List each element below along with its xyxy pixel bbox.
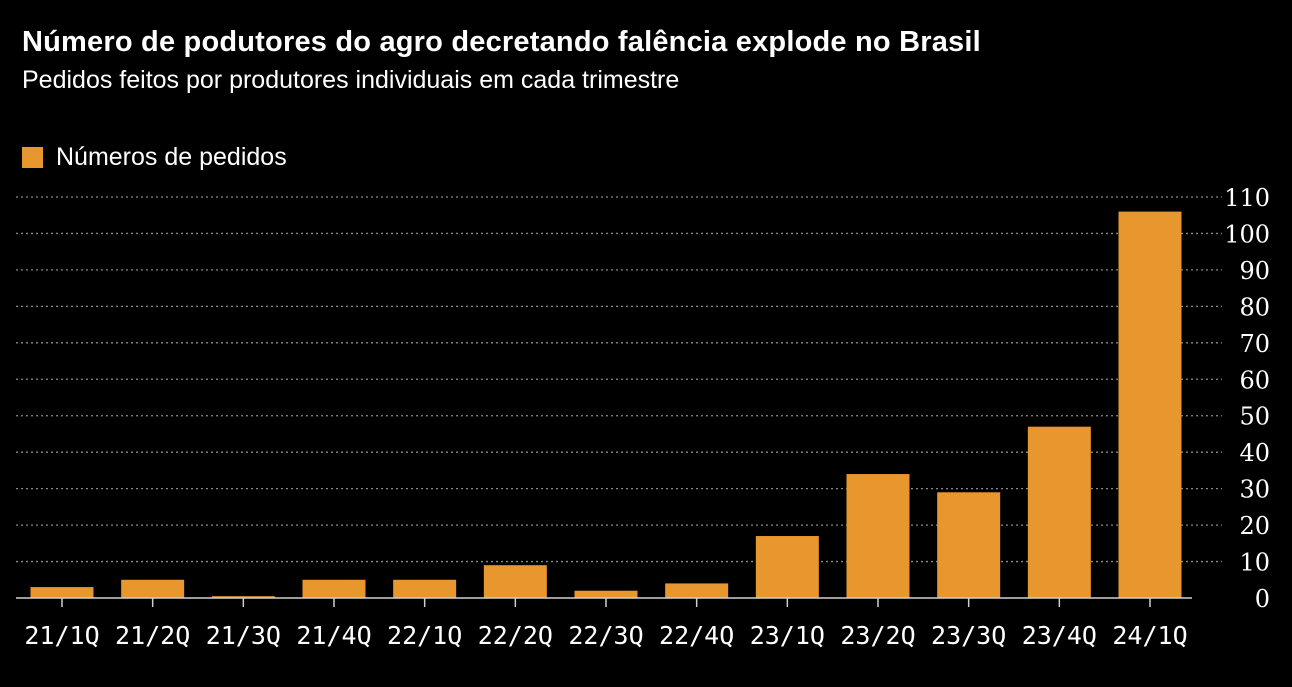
- x-tick-label: 21/3Q: [206, 621, 281, 650]
- y-axis: 0 10 20 30 40 50 60 70 80 90 100 110: [1224, 184, 1270, 613]
- x-tick-label: 22/3Q: [568, 621, 643, 650]
- x-tick-label: 22/1Q: [387, 621, 462, 650]
- bar-23-2Q: [846, 474, 910, 598]
- bar-21-2Q: [121, 579, 185, 598]
- bar-21-3Q: [211, 596, 275, 598]
- x-tick-label: 23/3Q: [931, 621, 1006, 650]
- x-tick-label: 22/2Q: [478, 621, 553, 650]
- x-axis: 21/1Q 21/2Q 21/3Q 21/4Q 22/1Q 22/2Q 22/3Q 22/4Q…: [16, 597, 1192, 650]
- y-tick-label: 0: [1255, 585, 1270, 613]
- legend-swatch: [22, 147, 43, 168]
- legend-label: Números de pedidos: [56, 143, 287, 171]
- chart-subtitle: Pedidos feitos por produtores individuai…: [22, 66, 680, 94]
- bar-24-1Q: [1118, 211, 1182, 598]
- legend: Números de pedidos: [22, 143, 287, 172]
- x-tick-label: 21/4Q: [296, 621, 371, 650]
- y-tick-label: 10: [1239, 549, 1270, 577]
- bar-22-4Q: [665, 583, 729, 598]
- y-tick-label: 80: [1239, 293, 1270, 321]
- bar-23-3Q: [937, 492, 1001, 598]
- bars: [30, 211, 1182, 598]
- bar-21-4Q: [302, 579, 366, 598]
- x-tick-label: 23/2Q: [840, 621, 915, 650]
- bar-23-1Q: [755, 536, 819, 598]
- y-tick-label: 20: [1239, 512, 1270, 540]
- y-tick-label: 60: [1239, 366, 1270, 394]
- y-tick-label: 110: [1224, 184, 1270, 212]
- y-tick-label: 70: [1239, 330, 1270, 358]
- y-tick-label: 30: [1239, 476, 1270, 504]
- gridlines: [16, 196, 1222, 563]
- x-tick-label: 23/1Q: [750, 621, 825, 650]
- y-tick-label: 40: [1239, 439, 1270, 467]
- bar-23-4Q: [1027, 426, 1091, 598]
- bar-22-1Q: [393, 579, 457, 598]
- y-tick-label: 100: [1224, 220, 1270, 248]
- chart-title: Número de podutores do agro decretando f…: [22, 26, 981, 58]
- x-tick-label: 24/1Q: [1112, 621, 1187, 650]
- x-tick-label: 23/4Q: [1022, 621, 1097, 650]
- x-tick-label: 22/4Q: [659, 621, 734, 650]
- bar-21-1Q: [30, 587, 94, 598]
- bar-22-3Q: [574, 590, 638, 598]
- y-tick-label: 90: [1239, 257, 1270, 285]
- x-tick-label: 21/1Q: [24, 621, 99, 650]
- y-tick-label: 50: [1239, 403, 1270, 431]
- bar-22-2Q: [483, 565, 547, 598]
- x-tick-label: 21/2Q: [115, 621, 190, 650]
